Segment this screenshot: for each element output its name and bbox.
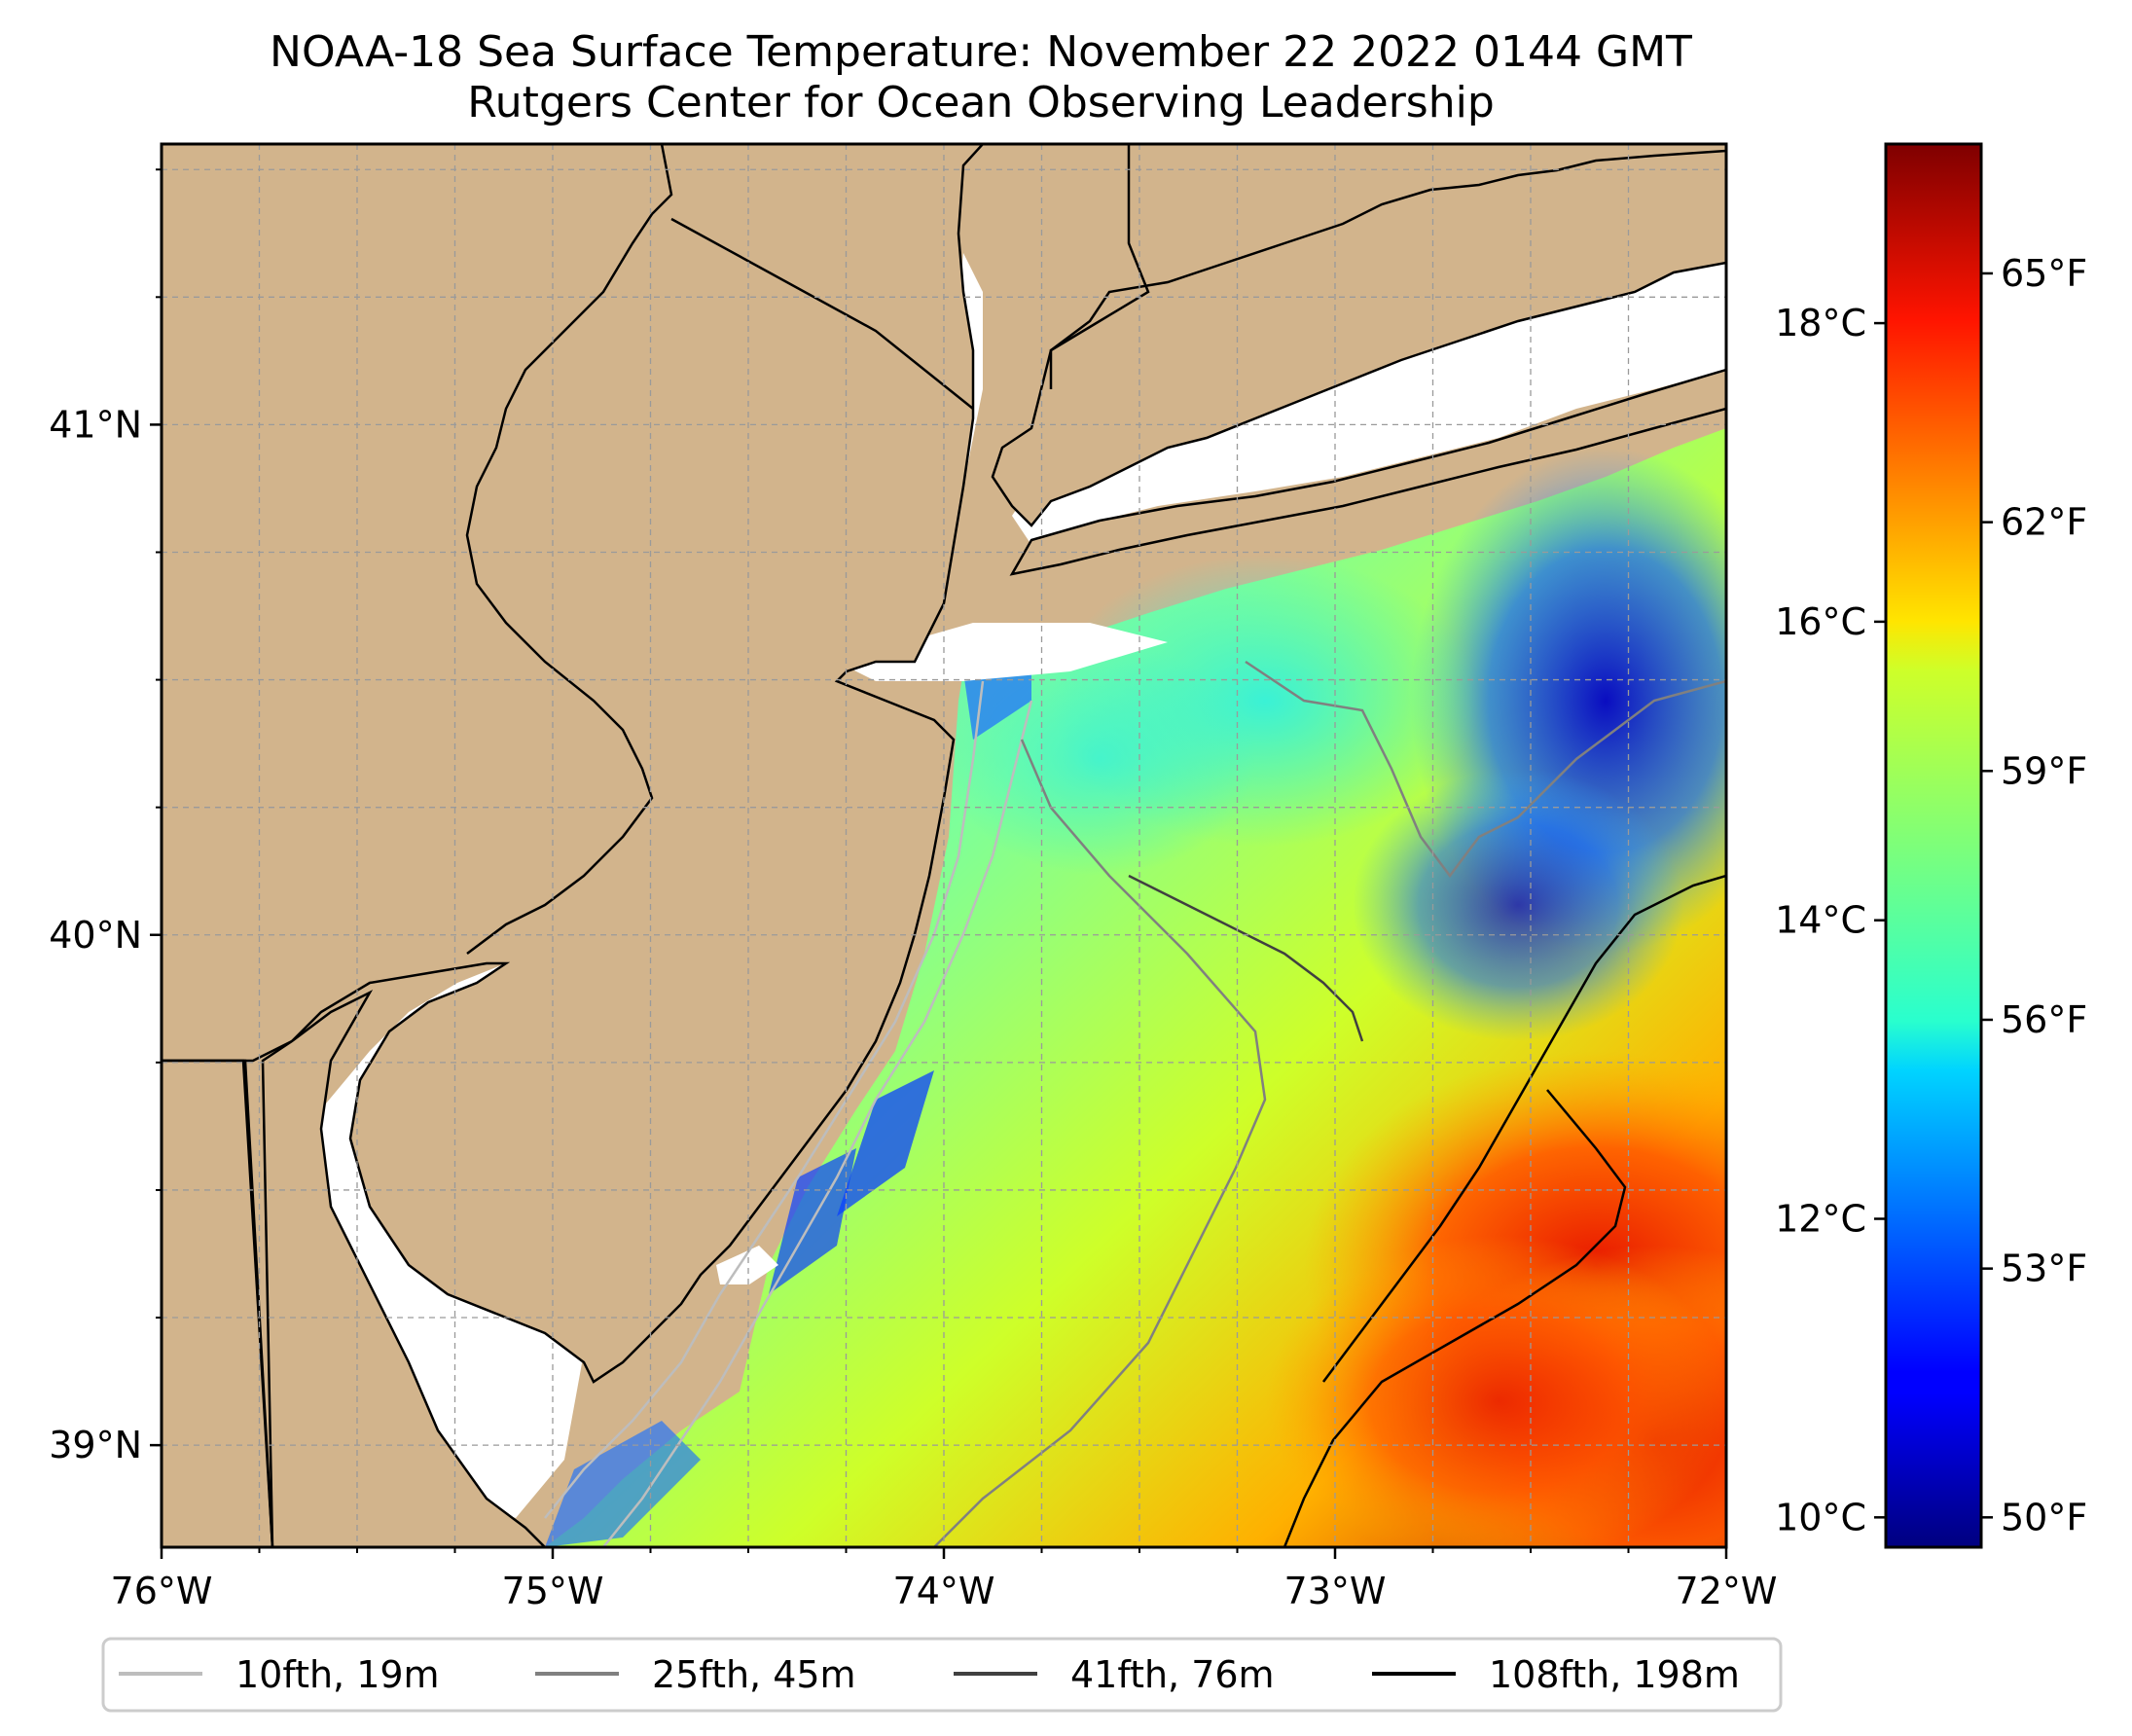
celsius-tick-label: 16°C: [1775, 600, 1866, 643]
colorbar: 10°C 12°C 14°C 16°C 18°C 50°F 53°F 56°F 59°F 62°…: [1775, 142, 2087, 1549]
colorbar-gradient: [1884, 142, 1983, 1549]
lon-tick-label: 72°W: [1676, 1570, 1778, 1612]
chart-title: NOAA-18 Sea Surface Temperature: Novembe…: [270, 27, 1692, 77]
colorbar-fahrenheit-axis: 50°F 53°F 56°F 59°F 62°F 65°F: [1981, 252, 2087, 1538]
fahrenheit-tick-label: 50°F: [2001, 1496, 2087, 1538]
latitude-axis: 41°N 40°N 39°N: [49, 168, 162, 1466]
legend: 10fth, 19m 25fth, 45m 41fth, 76m 108fth, 19…: [101, 1637, 1783, 1713]
gridlines: [162, 144, 1726, 1547]
lat-tick-label: 40°N: [49, 914, 142, 957]
bathymetry-contours: [544, 660, 1726, 1547]
lon-tick-label: 76°W: [111, 1570, 213, 1612]
lon-tick-label: 75°W: [502, 1570, 604, 1612]
legend-label: 41fth, 76m: [1070, 1653, 1275, 1696]
celsius-tick-label: 10°C: [1775, 1496, 1866, 1538]
state-borders: [162, 144, 1150, 1547]
legend-label: 25fth, 45m: [652, 1653, 856, 1696]
land-polygons: [162, 144, 1726, 1547]
legend-label: 10fth, 19m: [235, 1653, 440, 1696]
legend-box: [101, 1637, 1783, 1713]
map-panel: [162, 144, 1726, 1547]
celsius-tick-label: 14°C: [1775, 899, 1866, 942]
fahrenheit-tick-label: 62°F: [2001, 501, 2087, 544]
celsius-tick-label: 18°C: [1775, 302, 1866, 344]
legend-label: 108fth, 198m: [1489, 1653, 1740, 1696]
lat-tick-label: 41°N: [49, 403, 142, 446]
chart-subtitle: Rutgers Center for Ocean Observing Leade…: [467, 78, 1495, 127]
lon-tick-label: 74°W: [893, 1570, 995, 1612]
lon-tick-label: 73°W: [1284, 1570, 1387, 1612]
colorbar-celsius-axis: 10°C 12°C 14°C 16°C 18°C: [1775, 302, 1886, 1538]
longitude-axis: 76°W 75°W 74°W 73°W 72°W: [111, 1547, 1778, 1612]
fahrenheit-tick-label: 59°F: [2001, 749, 2087, 792]
lat-tick-label: 39°N: [49, 1424, 142, 1466]
celsius-tick-label: 12°C: [1775, 1198, 1866, 1241]
fahrenheit-tick-label: 65°F: [2001, 252, 2087, 295]
fahrenheit-tick-label: 56°F: [2001, 998, 2087, 1041]
fahrenheit-tick-label: 53°F: [2001, 1248, 2087, 1290]
